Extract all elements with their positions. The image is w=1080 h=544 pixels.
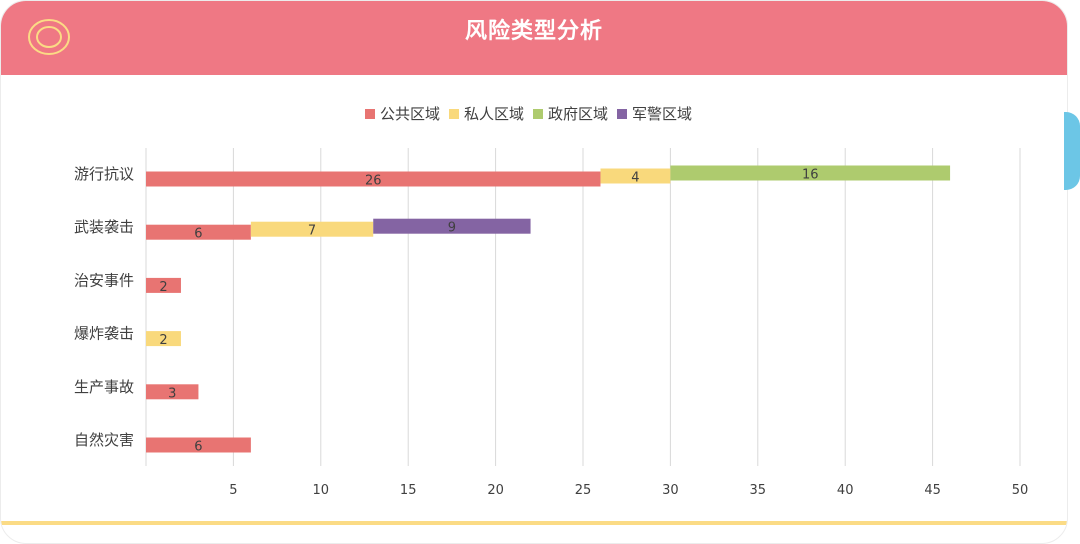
data-label: 6 — [194, 227, 202, 242]
data-label: 3 — [168, 386, 176, 401]
bar-segment — [146, 331, 181, 347]
legend-label: 政府区域 — [548, 105, 608, 123]
bar-segment — [600, 168, 671, 184]
bottom-accent-line — [1, 521, 1067, 525]
page-title: 风险类型分析 — [464, 19, 603, 44]
legend-label: 私人区域 — [464, 105, 524, 123]
legend-swatch — [449, 109, 459, 119]
data-label: 6 — [194, 440, 202, 455]
bar-segment — [670, 165, 951, 181]
data-label: 16 — [802, 168, 819, 183]
x-tick-label: 25 — [575, 483, 592, 498]
legend-label: 公共区域 — [380, 105, 440, 123]
x-tick-label: 50 — [1012, 483, 1029, 498]
x-tick-label: 15 — [400, 483, 417, 498]
x-tick-label: 20 — [487, 483, 504, 498]
legend-swatch — [365, 109, 375, 119]
y-tick-label: 爆炸袭击 — [74, 325, 134, 343]
data-label: 4 — [631, 171, 639, 186]
y-tick-label: 生产事故 — [74, 378, 134, 396]
legend-swatch — [617, 109, 627, 119]
legend-swatch — [533, 109, 543, 119]
x-tick-label: 10 — [313, 483, 330, 498]
bar-segment — [250, 221, 374, 237]
bar-segment — [146, 277, 181, 293]
x-tick-label: 40 — [837, 483, 854, 498]
data-label: 7 — [308, 224, 316, 239]
bar-segment — [146, 437, 251, 453]
legend-label: 军警区域 — [632, 105, 692, 123]
side-tab[interactable] — [1064, 112, 1080, 190]
data-label: 2 — [159, 280, 167, 295]
y-tick-label: 自然灾害 — [74, 431, 134, 449]
y-tick-label: 游行抗议 — [74, 165, 134, 183]
y-tick-label: 武装袭击 — [74, 218, 134, 236]
header-bar: 风险类型分析 — [1, 1, 1067, 75]
bar-segment — [146, 384, 199, 400]
data-label: 26 — [365, 174, 382, 189]
x-tick-label: 5 — [229, 483, 237, 498]
concentric-rings-icon — [28, 19, 70, 55]
x-tick-label: 35 — [750, 483, 767, 498]
bar-segment — [146, 171, 601, 187]
data-label: 9 — [448, 221, 456, 236]
bar-segment — [146, 224, 251, 240]
data-label: 2 — [159, 333, 167, 348]
x-tick-label: 45 — [924, 483, 941, 498]
y-tick-label: 治安事件 — [74, 271, 134, 289]
x-tick-label: 30 — [662, 483, 679, 498]
bar-segment — [373, 218, 531, 234]
